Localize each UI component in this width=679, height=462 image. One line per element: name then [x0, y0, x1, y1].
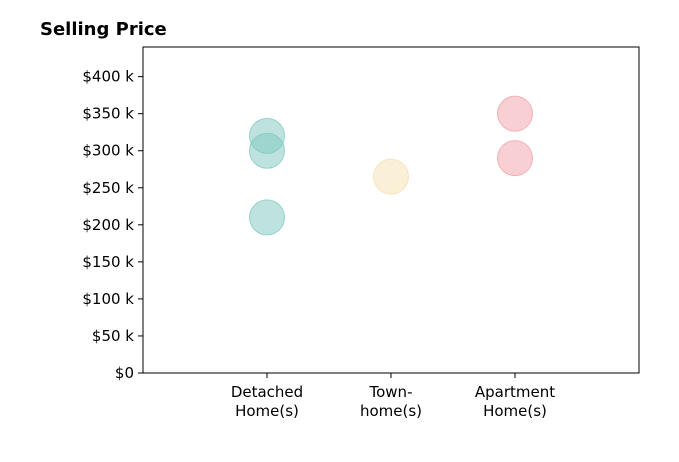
chart-title: Selling Price	[40, 19, 167, 40]
y-tick-label: $100 k	[82, 290, 134, 308]
y-tick-label: $300 k	[82, 142, 134, 160]
x-tick-label: Detached Home(s)	[231, 383, 303, 420]
plot-area: $0 $50 k $100 k $150 k $200 k $250 k $300 k $35…	[82, 46, 640, 420]
plot-frame	[142, 46, 640, 374]
y-tick-label: $350 k	[82, 105, 134, 123]
y-tick-label: $250 k	[82, 179, 134, 197]
x-tick-label: Town-home(s)	[360, 383, 422, 420]
y-tick-label: $0	[115, 364, 134, 382]
y-tick-label: $150 k	[82, 253, 134, 271]
data-point	[497, 95, 533, 132]
data-point	[373, 158, 409, 195]
data-point	[249, 199, 285, 236]
x-tick-label: Apartment Home(s)	[475, 383, 555, 420]
data-point	[249, 132, 285, 169]
y-tick-label: $400 k	[82, 68, 134, 86]
y-tick-label: $200 k	[82, 216, 134, 234]
y-tick-label: $50 k	[92, 327, 134, 345]
data-point	[497, 140, 533, 177]
